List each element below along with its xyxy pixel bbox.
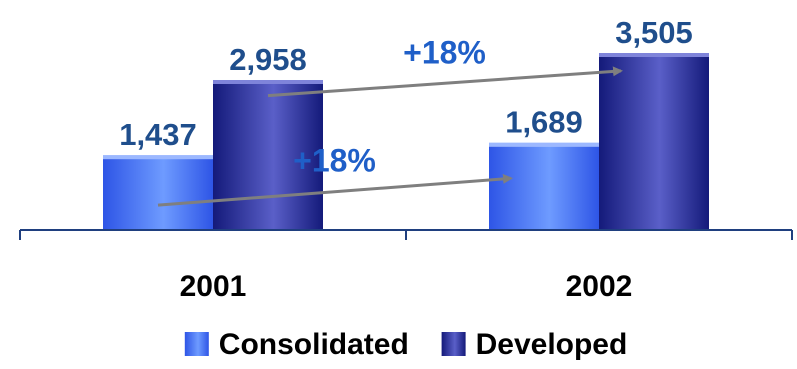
- value-label-developed-2002: 3,505: [615, 15, 693, 50]
- bar-top-consolidated-2001: [103, 155, 213, 160]
- bar-consolidated-2002: [489, 146, 599, 230]
- value-label-consolidated-2001: 1,437: [119, 117, 197, 152]
- growth-annotation-consolidated: +18%: [293, 143, 376, 179]
- growth-annotation-developed: +18%: [403, 34, 486, 70]
- growth-arrow-developed: [267, 66, 623, 98]
- bar-top-developed-2001: [213, 79, 323, 84]
- legend-label-developed: Developed: [476, 328, 628, 361]
- bar-consolidated-2001: [103, 159, 213, 230]
- bar-top-developed-2002: [599, 53, 709, 57]
- value-label-consolidated-2002: 1,689: [505, 105, 583, 140]
- x-tick-label-2001: 2001: [180, 270, 247, 303]
- growth-arrow-consolidated: [157, 173, 513, 207]
- legend-swatch-consolidated: [184, 332, 209, 356]
- bar-developed-2001: [213, 83, 323, 230]
- x-tick-label-2002: 2002: [566, 270, 633, 303]
- bar-developed-2002: [599, 57, 709, 230]
- bar-top-consolidated-2002: [489, 142, 599, 147]
- legend-label-consolidated: Consolidated: [219, 328, 409, 361]
- value-label-developed-2001: 2,958: [229, 42, 307, 77]
- legend-swatch-developed: [441, 332, 466, 356]
